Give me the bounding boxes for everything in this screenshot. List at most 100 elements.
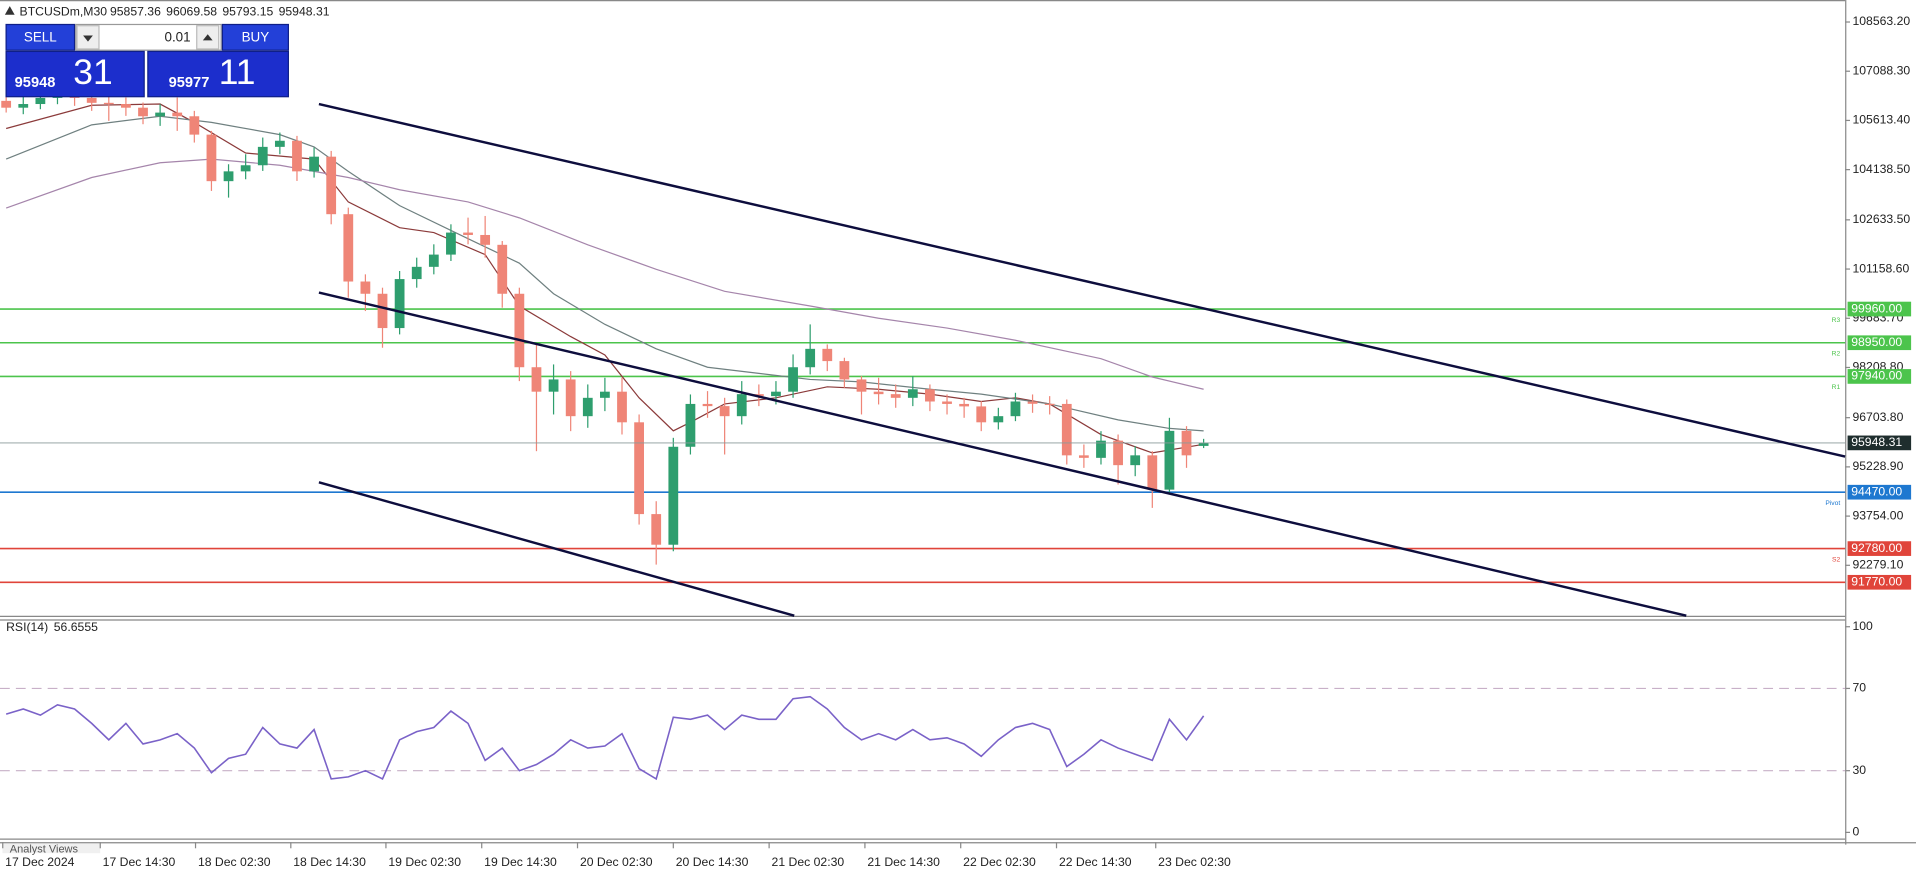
current-price-badge [1847, 435, 1912, 451]
candle-body [976, 406, 987, 423]
candle-body [240, 165, 251, 172]
candle-body [411, 266, 422, 280]
candle-body [1027, 401, 1038, 404]
lot-value: 0.01 [164, 29, 190, 44]
rsi-title: RSI(14) [6, 620, 48, 634]
ask-box[interactable] [147, 50, 289, 98]
candle-body [1078, 455, 1089, 458]
buy-button[interactable] [221, 23, 289, 51]
buy-label: BUY [242, 29, 270, 44]
candle-body [634, 422, 644, 515]
y-tick-label: 107088.30 [1852, 63, 1910, 77]
candle-body [925, 389, 935, 402]
candle-body [890, 394, 901, 398]
candle-body [292, 140, 302, 172]
rsi-tick-label: 100 [1852, 619, 1873, 633]
sell-button[interactable] [5, 23, 76, 51]
candle-body [189, 116, 200, 135]
x-tick-label: 20 Dec 02:30 [580, 855, 653, 869]
candle-body [121, 104, 131, 108]
x-tick-label: 22 Dec 14:30 [1059, 855, 1132, 869]
tab-label[interactable]: Analyst Views [10, 843, 79, 855]
x-tick-label: 18 Dec 02:30 [198, 855, 271, 869]
x-tick-label: 18 Dec 14:30 [293, 855, 366, 869]
candle-body [155, 112, 166, 117]
trend-line [318, 291, 1687, 617]
candle-body [1113, 440, 1123, 466]
level-label: 91770.00 [1851, 575, 1902, 589]
y-tick-label: 102633.50 [1852, 212, 1910, 226]
sell-label: SELL [24, 29, 57, 44]
candle-body [497, 244, 508, 294]
candle-body [565, 379, 576, 417]
candle-body [531, 367, 542, 392]
level-tag: Pivot [1825, 500, 1840, 507]
low-price: 95793.15 [222, 4, 273, 18]
candle-body [668, 446, 679, 545]
candle-body [788, 367, 798, 392]
candle-body [360, 281, 371, 294]
arrow-down [83, 35, 93, 42]
candle-body [326, 156, 337, 215]
level-tag: R1 [1832, 384, 1841, 391]
tab-bg[interactable] [2, 843, 101, 854]
candle-body [600, 391, 610, 398]
level-tag: R2 [1832, 351, 1841, 358]
bid-box[interactable] [5, 50, 145, 98]
level-label: 99960.00 [1851, 301, 1902, 315]
candle-body [753, 394, 764, 397]
candle-body [1130, 455, 1141, 466]
level-label: 92780.00 [1851, 541, 1902, 555]
candle-body [1, 100, 12, 108]
candle-body [257, 146, 268, 166]
price-panel: 92279.1093754.0095228.9096703.8098208.80… [0, 14, 1912, 590]
candle-body [18, 104, 29, 108]
x-tick-label: 22 Dec 02:30 [963, 855, 1036, 869]
candle-body [582, 397, 593, 417]
rsi-tick-label: 70 [1852, 681, 1866, 695]
y-tick-label: 101158.60 [1852, 261, 1909, 275]
collapse-icon[interactable] [4, 6, 15, 15]
ask-pips: 11 [219, 52, 256, 92]
y-tick-label: 104138.50 [1852, 162, 1910, 176]
bid-main: 95948 [15, 75, 56, 91]
candle-body [685, 403, 696, 447]
y-tick-label: 108563.20 [1852, 14, 1910, 28]
level-badge [1847, 369, 1912, 384]
candle-body [223, 171, 234, 182]
y-tick-label: 96703.80 [1852, 410, 1903, 424]
candle-body [959, 403, 970, 407]
level-label: 98950.00 [1851, 335, 1902, 349]
candle-body [309, 156, 319, 172]
y-tick-label: 92279.10 [1852, 558, 1903, 572]
candle-body [138, 107, 148, 117]
frame [0, 0, 1916, 845]
x-tick-label: 23 Dec 02:30 [1158, 855, 1231, 869]
header: BTCUSDm,M30 95857.36 96069.58 95793.15 9… [4, 4, 330, 18]
candle-body [548, 379, 559, 392]
level-badge [1847, 541, 1912, 556]
moving-average [5, 103, 1204, 454]
rsi-value: 56.6555 [54, 620, 98, 634]
candle-body [1164, 430, 1175, 490]
candle-body [993, 416, 1004, 423]
level-tag: S2 [1832, 556, 1840, 563]
high-price: 96069.58 [166, 4, 217, 18]
candle-body [428, 254, 439, 267]
x-tick-label: 20 Dec 14:30 [676, 855, 749, 869]
footer-tab: Analyst Views [2, 843, 101, 855]
level-badge [1847, 484, 1912, 500]
rsi-tick-label: 30 [1852, 763, 1866, 777]
candle-body [771, 391, 781, 397]
y-tick-label: 93754.00 [1852, 508, 1903, 522]
x-tick-label: 19 Dec 14:30 [484, 855, 557, 869]
open-price: 95857.36 [110, 4, 161, 18]
candle-body [1010, 401, 1021, 417]
x-tick-label: 17 Dec 14:30 [103, 855, 176, 869]
arrow-up [202, 34, 213, 41]
candle-body [873, 391, 884, 395]
current-price-label: 95948.31 [1851, 435, 1902, 449]
